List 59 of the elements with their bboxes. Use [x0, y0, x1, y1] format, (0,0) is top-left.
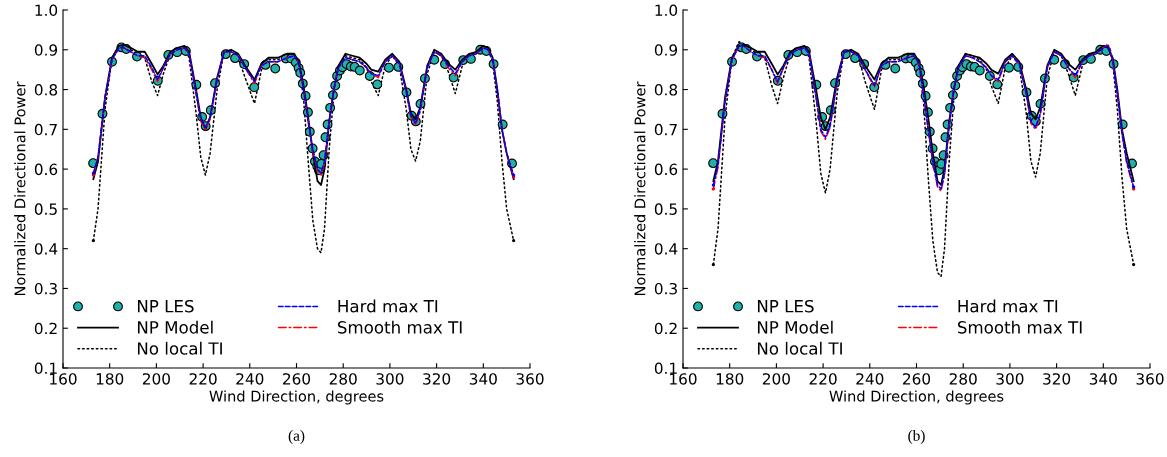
y-tick-label: 0.6 [34, 163, 58, 176]
y-axis-title: Normalized Directional Power [14, 81, 26, 296]
x-tick-label: 320 [1043, 373, 1071, 385]
legend-label: Hard max TI [338, 299, 438, 313]
y-tick-label: 0.9 [34, 44, 58, 56]
x-tick-label: 260 [283, 373, 311, 385]
y-tick-label: 0.3 [654, 282, 677, 295]
legend-label: No local TI [137, 341, 222, 355]
y-tick-label: 0.5 [34, 203, 57, 215]
x-tick-label: 200 [762, 373, 790, 385]
x-tick-label: 260 [903, 373, 931, 385]
x-tick-label: 240 [236, 373, 264, 385]
x-tick-label: 320 [423, 373, 451, 385]
text: (b) [908, 430, 925, 444]
text: (a) [288, 430, 305, 444]
x-tick-label: 300 [376, 373, 404, 385]
x-tick-label: 280 [949, 373, 977, 385]
y-tick-label: 0.4 [34, 243, 58, 255]
legend-label: Hard max TI [958, 299, 1058, 313]
y-tick-label: 0.7 [34, 123, 57, 136]
y-tick-label: 1.0 [35, 4, 58, 17]
x-tick-label: 340 [469, 373, 497, 385]
x-tick-label: 220 [189, 373, 217, 385]
y-tick-label: 0.4 [654, 243, 678, 255]
y-tick-label: 1.0 [655, 4, 678, 17]
y-tick-label: 0.7 [654, 123, 677, 136]
line-series [711, 41, 1136, 278]
x-tick-label: 240 [856, 373, 884, 385]
y-tick-label: 0.9 [654, 44, 678, 56]
x-tick-label: 160 [50, 373, 77, 385]
legend-label: NP Model [757, 320, 833, 334]
x-tick-label: 300 [996, 373, 1024, 385]
legend-label: NP LES [757, 299, 814, 313]
x-tick-label: 200 [142, 373, 170, 385]
y-tick-label: 0.2 [34, 322, 57, 335]
y-tick-label: 0.1 [34, 362, 57, 375]
x-tick-label: 340 [1089, 373, 1117, 385]
y-tick-label: 0.2 [654, 322, 677, 335]
legend-label: NP LES [137, 299, 194, 313]
x-tick-label: 360 [516, 373, 544, 385]
y-tick-label: 0.8 [654, 84, 678, 96]
legend-label: Smooth max TI [337, 320, 462, 334]
legend-label: NP Model [137, 320, 213, 334]
y-tick-label: 0.6 [654, 163, 678, 176]
legend-label: No local TI [757, 341, 842, 355]
x-tick-label: 360 [1136, 373, 1164, 385]
x-tick-label: 280 [329, 373, 357, 385]
x-axis-title: Wind Direction, degrees [209, 390, 384, 405]
x-tick-label: 180 [716, 373, 744, 385]
y-tick-label: 0.5 [654, 203, 677, 215]
y-tick-label: 0.1 [654, 362, 677, 375]
x-axis-title: Wind Direction, degrees [829, 390, 1004, 405]
x-tick-label: 160 [670, 373, 697, 385]
y-axis-title: Normalized Directional Power [634, 81, 646, 296]
x-tick-label: 220 [809, 373, 837, 385]
y-tick-label: 0.8 [34, 84, 58, 96]
y-tick-label: 0.3 [34, 282, 57, 295]
legend-label: Smooth max TI [957, 320, 1082, 334]
x-tick-label: 180 [96, 373, 124, 385]
